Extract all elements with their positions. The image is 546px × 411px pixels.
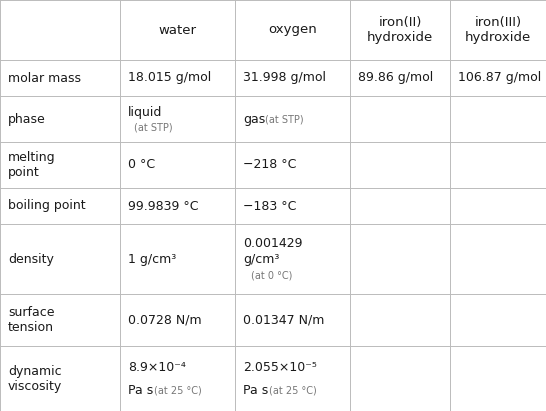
Text: (at 0 °C): (at 0 °C)	[251, 271, 292, 281]
Text: 8.9×10⁻⁴: 8.9×10⁻⁴	[128, 360, 186, 374]
Text: 99.9839 °C: 99.9839 °C	[128, 199, 199, 212]
Text: 18.015 g/mol: 18.015 g/mol	[128, 72, 211, 85]
Text: 0.01347 N/m: 0.01347 N/m	[243, 314, 324, 326]
Text: Pa s: Pa s	[128, 384, 153, 397]
Text: boiling point: boiling point	[8, 199, 86, 212]
Text: density: density	[8, 252, 54, 266]
Text: melting
point: melting point	[8, 151, 56, 179]
Text: water: water	[158, 23, 197, 37]
Text: liquid: liquid	[128, 106, 162, 119]
Text: 31.998 g/mol: 31.998 g/mol	[243, 72, 326, 85]
Text: oxygen: oxygen	[268, 23, 317, 37]
Text: −218 °C: −218 °C	[243, 159, 296, 171]
Text: g/cm³: g/cm³	[243, 252, 280, 266]
Text: surface
tension: surface tension	[8, 306, 55, 334]
Text: iron(II)
hydroxide: iron(II) hydroxide	[367, 16, 433, 44]
Text: (at 25 °C): (at 25 °C)	[269, 386, 317, 396]
Text: 0.001429: 0.001429	[243, 237, 302, 250]
Text: phase: phase	[8, 113, 46, 125]
Text: (at STP): (at STP)	[134, 122, 173, 132]
Text: (at STP): (at STP)	[265, 114, 304, 124]
Text: 1 g/cm³: 1 g/cm³	[128, 252, 176, 266]
Text: 0 °C: 0 °C	[128, 159, 155, 171]
Text: 0.0728 N/m: 0.0728 N/m	[128, 314, 201, 326]
Text: (at 25 °C): (at 25 °C)	[154, 386, 202, 396]
Text: dynamic
viscosity: dynamic viscosity	[8, 365, 62, 393]
Text: −183 °C: −183 °C	[243, 199, 296, 212]
Text: iron(III)
hydroxide: iron(III) hydroxide	[465, 16, 531, 44]
Text: Pa s: Pa s	[243, 384, 268, 397]
Text: 106.87 g/mol: 106.87 g/mol	[458, 72, 541, 85]
Text: molar mass: molar mass	[8, 72, 81, 85]
Text: 89.86 g/mol: 89.86 g/mol	[358, 72, 433, 85]
Text: 2.055×10⁻⁵: 2.055×10⁻⁵	[243, 360, 317, 374]
Text: gas: gas	[243, 113, 265, 125]
